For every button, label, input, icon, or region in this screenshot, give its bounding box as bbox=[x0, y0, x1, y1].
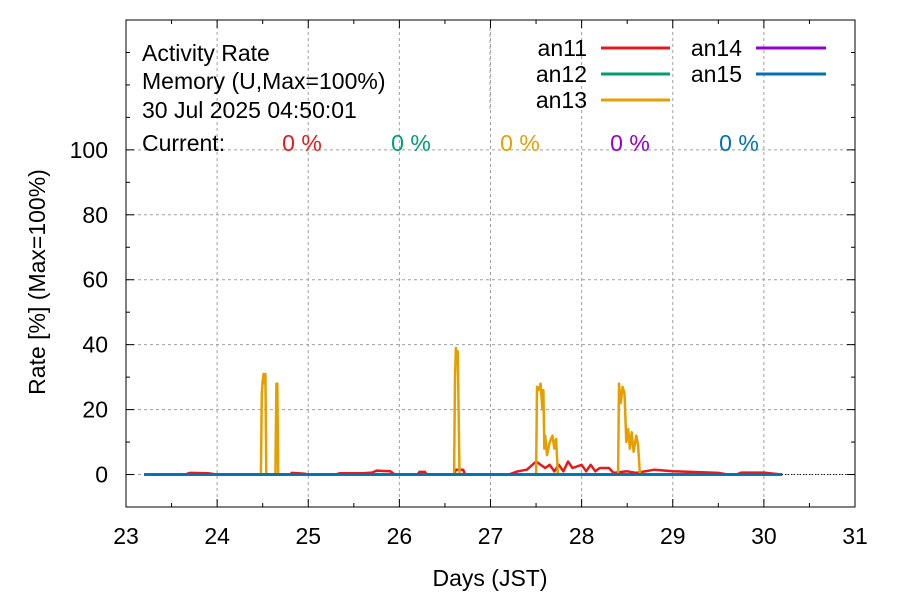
current-value-an11: 0 % bbox=[282, 130, 322, 156]
legend-label-an11: an11 bbox=[538, 35, 587, 61]
tick-labels: 23 24 25 26 27 28 29 30 31 0 20 40 60 80 100 bbox=[70, 137, 868, 549]
series-line-an13 bbox=[144, 346, 783, 476]
series-lines bbox=[144, 346, 855, 476]
chart-title-line-3: 30 Jul 2025 04:50:01 bbox=[142, 97, 357, 123]
x-tick-label: 24 bbox=[204, 523, 230, 549]
legend-label-an14: an14 bbox=[691, 35, 742, 61]
x-tick-label: 30 bbox=[751, 523, 777, 549]
y-tick-label: 40 bbox=[82, 332, 108, 358]
legend-label-an13: an13 bbox=[536, 87, 587, 113]
x-tick-label: 28 bbox=[569, 523, 595, 549]
y-tick-label: 20 bbox=[82, 397, 108, 423]
x-tick-label: 23 bbox=[113, 523, 139, 549]
series-line-an11 bbox=[144, 460, 783, 476]
y-axis-label: Rate [%] (Max=100%) bbox=[24, 169, 50, 395]
legend-label-an12: an12 bbox=[536, 61, 587, 87]
current-value-an12: 0 % bbox=[391, 130, 431, 156]
x-tick-label: 25 bbox=[295, 523, 321, 549]
chart-title-line-1: Activity Rate bbox=[142, 40, 270, 66]
x-tick-label: 31 bbox=[842, 523, 868, 549]
y-tick-label: 0 bbox=[95, 462, 108, 488]
chart-title-line-2: Memory (U,Max=100%) bbox=[142, 68, 385, 94]
current-value-an15: 0 % bbox=[719, 130, 759, 156]
x-tick-label: 27 bbox=[478, 523, 504, 549]
y-tick-label: 100 bbox=[70, 137, 108, 163]
x-tick-label: 29 bbox=[660, 523, 686, 549]
current-value-an13: 0 % bbox=[500, 130, 540, 156]
current-value-an14: 0 % bbox=[610, 130, 650, 156]
current-label: Current: bbox=[142, 130, 225, 156]
y-tick-label: 60 bbox=[82, 267, 108, 293]
x-axis-label: Days (JST) bbox=[433, 565, 548, 591]
current-values: 0 % 0 % 0 % 0 % 0 % bbox=[282, 130, 759, 156]
x-tick-label: 26 bbox=[387, 523, 413, 549]
plot-frame bbox=[125, 19, 856, 508]
legend-label-an15: an15 bbox=[691, 61, 742, 87]
y-tick-label: 80 bbox=[82, 202, 108, 228]
